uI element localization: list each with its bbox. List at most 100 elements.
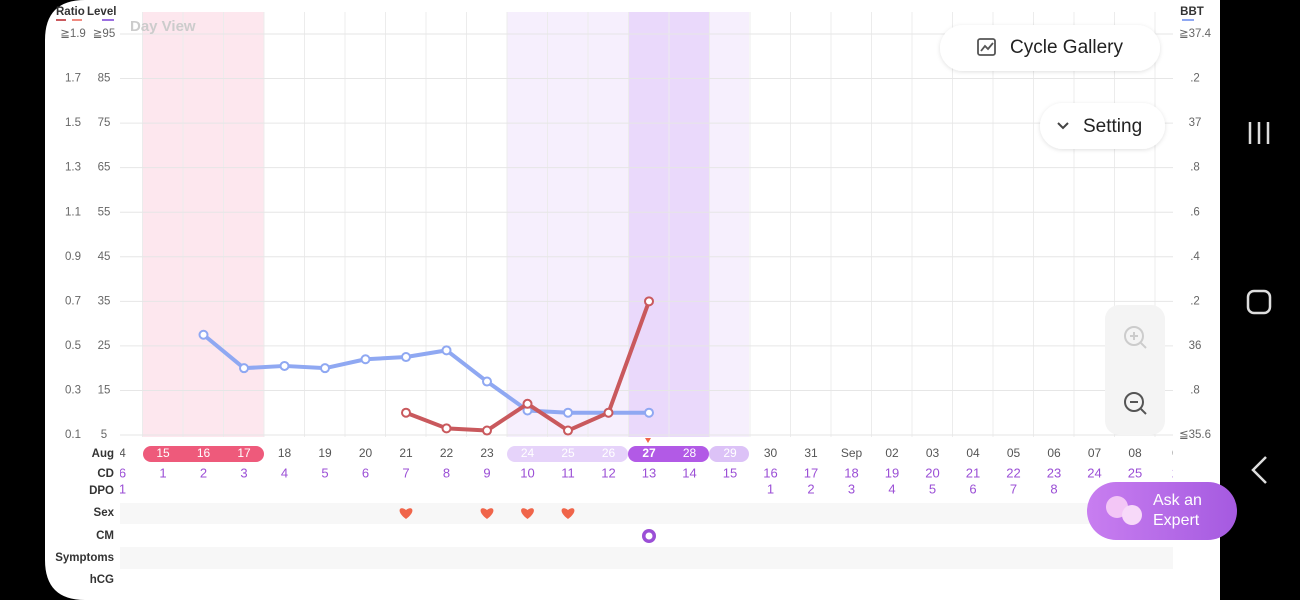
y-tick-label: 1.3	[65, 162, 81, 174]
y-tick-label: 0.1	[65, 429, 81, 441]
legend-swatch	[102, 19, 114, 21]
cd-label: 23	[1047, 465, 1061, 480]
data-point	[482, 425, 492, 436]
date-label: 05	[1007, 446, 1021, 460]
dpo-label: 2	[807, 481, 814, 496]
cd-label: 19	[885, 465, 899, 480]
cd-label: 1	[159, 465, 166, 480]
data-point	[563, 425, 573, 436]
button-label: Cycle Gallery	[1010, 37, 1123, 58]
dpo-label: 3	[848, 481, 855, 496]
y2-tick-label: .2	[1190, 295, 1200, 307]
level-tick-label: ≧95	[93, 28, 115, 40]
data-point	[563, 407, 573, 418]
date-label: 04	[966, 446, 980, 460]
cd-label: 6	[362, 465, 369, 480]
cd-label: 13	[642, 465, 656, 480]
cd-label: 3	[240, 465, 247, 480]
sex-heart	[521, 508, 534, 519]
date-label: 26	[602, 446, 616, 460]
date-pill	[709, 446, 749, 462]
data-point	[482, 376, 492, 387]
cd-label: 7	[402, 465, 409, 480]
data-point	[320, 363, 330, 374]
setting-button[interactable]: Setting	[1040, 103, 1165, 149]
zoom-out[interactable]	[1124, 392, 1147, 415]
y2-tick-label: 37	[1189, 117, 1202, 129]
icon	[980, 42, 994, 52]
y-tick-label: 1.1	[65, 206, 81, 218]
cd-label: 24	[1087, 465, 1101, 480]
y-tick-label: ≧1.9	[60, 28, 86, 40]
level-tick-label: 35	[98, 295, 111, 307]
cycle-gallery-button[interactable]: Cycle Gallery	[940, 25, 1160, 71]
y-tick-label: 1.7	[65, 73, 81, 85]
level-label: Level	[87, 6, 116, 18]
icon	[977, 38, 996, 56]
phase-band	[709, 12, 749, 437]
y-tick-label: 0.5	[65, 340, 81, 352]
data-point	[279, 360, 290, 371]
zoom-bg	[1105, 305, 1165, 435]
sex-heart	[399, 508, 413, 519]
cd-label: 18	[844, 465, 858, 480]
date-label: 06	[1047, 446, 1061, 460]
back-button[interactable]	[1251, 456, 1267, 484]
data-point	[644, 407, 654, 418]
date-label: 20	[359, 446, 373, 460]
y2-tick-label: .8	[1190, 162, 1200, 174]
date-label: 16	[197, 446, 211, 460]
date-label: 27	[642, 446, 656, 460]
legend-swatch	[56, 19, 66, 21]
date-label: 0	[1172, 446, 1179, 460]
date-label: 08	[1128, 446, 1142, 460]
level-tick-label: 85	[98, 73, 111, 85]
zoom-in[interactable]	[1124, 326, 1147, 349]
button-bg	[940, 25, 1160, 71]
y2-tick-label: 36	[1189, 340, 1202, 352]
ratio-label: Ratio	[56, 6, 85, 18]
bbt-label: BBT	[1180, 6, 1204, 18]
icon	[1124, 326, 1144, 346]
cd-label: 8	[443, 465, 450, 480]
ask-expert-button[interactable]: Ask an Expert	[1087, 482, 1237, 540]
y-tick-label: 1.5	[65, 117, 81, 129]
date-label: 30	[764, 446, 778, 460]
icon	[1057, 122, 1069, 130]
data-point	[360, 354, 371, 365]
level-tick-label: 15	[98, 384, 111, 396]
dpo-label: 5	[929, 481, 936, 496]
icon	[1130, 401, 1147, 415]
dpo-label: 6	[969, 481, 976, 496]
button-label: Setting	[1083, 116, 1142, 137]
date-label: 4	[119, 446, 126, 460]
cd-label: 10	[520, 465, 534, 480]
data-point	[198, 329, 209, 340]
row-label: DPO	[89, 485, 114, 497]
data-point	[401, 407, 411, 418]
recents-button[interactable]	[1248, 122, 1270, 144]
row-label: CM	[96, 530, 114, 542]
cd-label: 11	[561, 465, 575, 480]
cd-label: 4	[281, 465, 288, 480]
icon	[1130, 332, 1147, 349]
cd-label: 17	[804, 465, 818, 480]
dpo-label: 7	[1010, 481, 1017, 496]
cd-label: 20	[925, 465, 939, 480]
y-tick-label: 0.9	[65, 251, 81, 263]
home-button[interactable]	[1246, 289, 1272, 315]
data-point	[522, 398, 533, 409]
date-label: Sep	[841, 446, 863, 460]
cd-label: 25	[1128, 465, 1142, 480]
button-bg	[1040, 103, 1165, 149]
sex-heart	[561, 508, 575, 519]
button-label: Ask an	[1153, 492, 1202, 509]
data-point	[603, 407, 614, 418]
level-tick-label: 45	[98, 251, 111, 263]
row-label: Symptoms	[55, 552, 114, 564]
button-bg	[1087, 482, 1237, 540]
today-marker	[645, 438, 651, 443]
data-point	[401, 352, 411, 363]
y2-tick-label: ≧37.4	[1179, 28, 1212, 40]
